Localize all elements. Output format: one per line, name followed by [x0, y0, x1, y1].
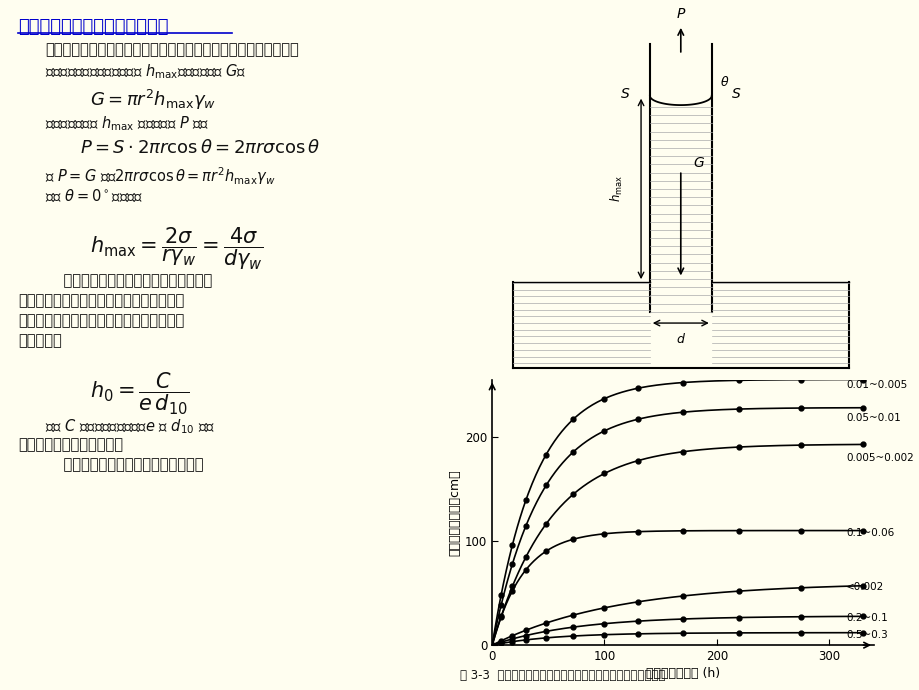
- Text: 为土的孔隙比和有效粒径。: 为土的孔隙比和有效粒径。: [18, 437, 123, 452]
- Text: $h_0 = \dfrac{C}{e\,d_{10}}$: $h_0 = \dfrac{C}{e\,d_{10}}$: [90, 371, 189, 417]
- Text: $S$: $S$: [619, 87, 630, 101]
- Text: 0.5~0.3: 0.5~0.3: [845, 630, 887, 640]
- Text: 0.005~0.002: 0.005~0.002: [845, 453, 913, 462]
- Text: 图 3-3  在不同粒径的土中毛细水上升速度与上升高度关系曲线: 图 3-3 在不同粒径的土中毛细水上升速度与上升高度关系曲线: [460, 669, 664, 682]
- Text: 0.01~0.005: 0.01~0.005: [845, 380, 906, 390]
- Text: $G = \pi r^2 h_{\max} \gamma_w$: $G = \pi r^2 h_{\max} \gamma_w$: [90, 88, 216, 112]
- Text: $h_{\max} = \dfrac{2\sigma}{r\gamma_w} = \dfrac{4\sigma}{d\gamma_w}$: $h_{\max} = \dfrac{2\sigma}{r\gamma_w} =…: [90, 225, 263, 271]
- Text: 二、毛细水上升高度及上升速度: 二、毛细水上升高度及上升速度: [18, 18, 168, 36]
- Text: 为了了解毛细水上升高度，借助于毛细管中的毛细现象进行研究。: 为了了解毛细水上升高度，借助于毛细管中的毛细现象进行研究。: [45, 42, 299, 57]
- Text: $S$: $S$: [730, 87, 741, 101]
- Y-axis label: 毛细水上升高度（cm）: 毛细水上升高度（cm）: [448, 469, 460, 555]
- Text: 设毛细管内的最大上升高度为 $h_{\mathrm{max}}$，毛细水柱重 $G$：: 设毛细管内的最大上升高度为 $h_{\mathrm{max}}$，毛细水柱重 $…: [45, 62, 246, 81]
- Text: 由 $P=G$ 有：$2\pi r\sigma \cos\theta = \pi r^2 h_{\max} \gamma_w$: 由 $P=G$ 有：$2\pi r\sigma \cos\theta = \pi…: [45, 165, 276, 187]
- Text: 土中毛细水上升速度可由试验测得。: 土中毛细水上升速度可由试验测得。: [45, 457, 203, 472]
- Text: $\theta$: $\theta$: [719, 75, 728, 88]
- Text: $P$: $P$: [675, 8, 686, 21]
- Text: <0.002: <0.002: [845, 582, 883, 592]
- Text: 毛细水上升达到 $h_{\mathrm{max}}$ 时的上举力 $P$ 为：: 毛细水上升达到 $h_{\mathrm{max}}$ 时的上举力 $P$ 为：: [45, 114, 210, 132]
- Text: $h_{\max}$: $h_{\max}$: [608, 175, 624, 202]
- Text: $P = S \cdot 2\pi r \cos\theta = 2\pi r\sigma \cos\theta$: $P = S \cdot 2\pi r \cos\theta = 2\pi r\…: [80, 139, 320, 157]
- Text: 复杂，不能直接套用该式，可引用经验公式: 复杂，不能直接套用该式，可引用经验公式: [18, 313, 184, 328]
- Text: 上升高度越大。由于土体中的孔隙通道错综: 上升高度越大。由于土体中的孔隙通道错综: [18, 293, 184, 308]
- Text: 若令 $\theta = 0^\circ$，可得：: 若令 $\theta = 0^\circ$，可得：: [45, 187, 143, 204]
- Text: 0.1~0.06: 0.1~0.06: [845, 528, 893, 538]
- X-axis label: 毛细水上升时间 (h): 毛细水上升时间 (h): [645, 667, 720, 680]
- Text: 进行计算：: 进行计算：: [18, 333, 62, 348]
- Text: 式中 $C$ 为与土有关的系数；$e$ 和 $d_{10}$ 分别: 式中 $C$ 为与土有关的系数；$e$ 和 $d_{10}$ 分别: [45, 417, 215, 435]
- Text: 0.2~0.1: 0.2~0.1: [845, 613, 887, 623]
- Text: 0.05~0.01: 0.05~0.01: [845, 413, 900, 423]
- Text: $G$: $G$: [692, 156, 705, 170]
- Text: 由此式可见，毛细管直径越小，毛细水: 由此式可见，毛细管直径越小，毛细水: [45, 273, 212, 288]
- Text: $d$: $d$: [675, 333, 685, 346]
